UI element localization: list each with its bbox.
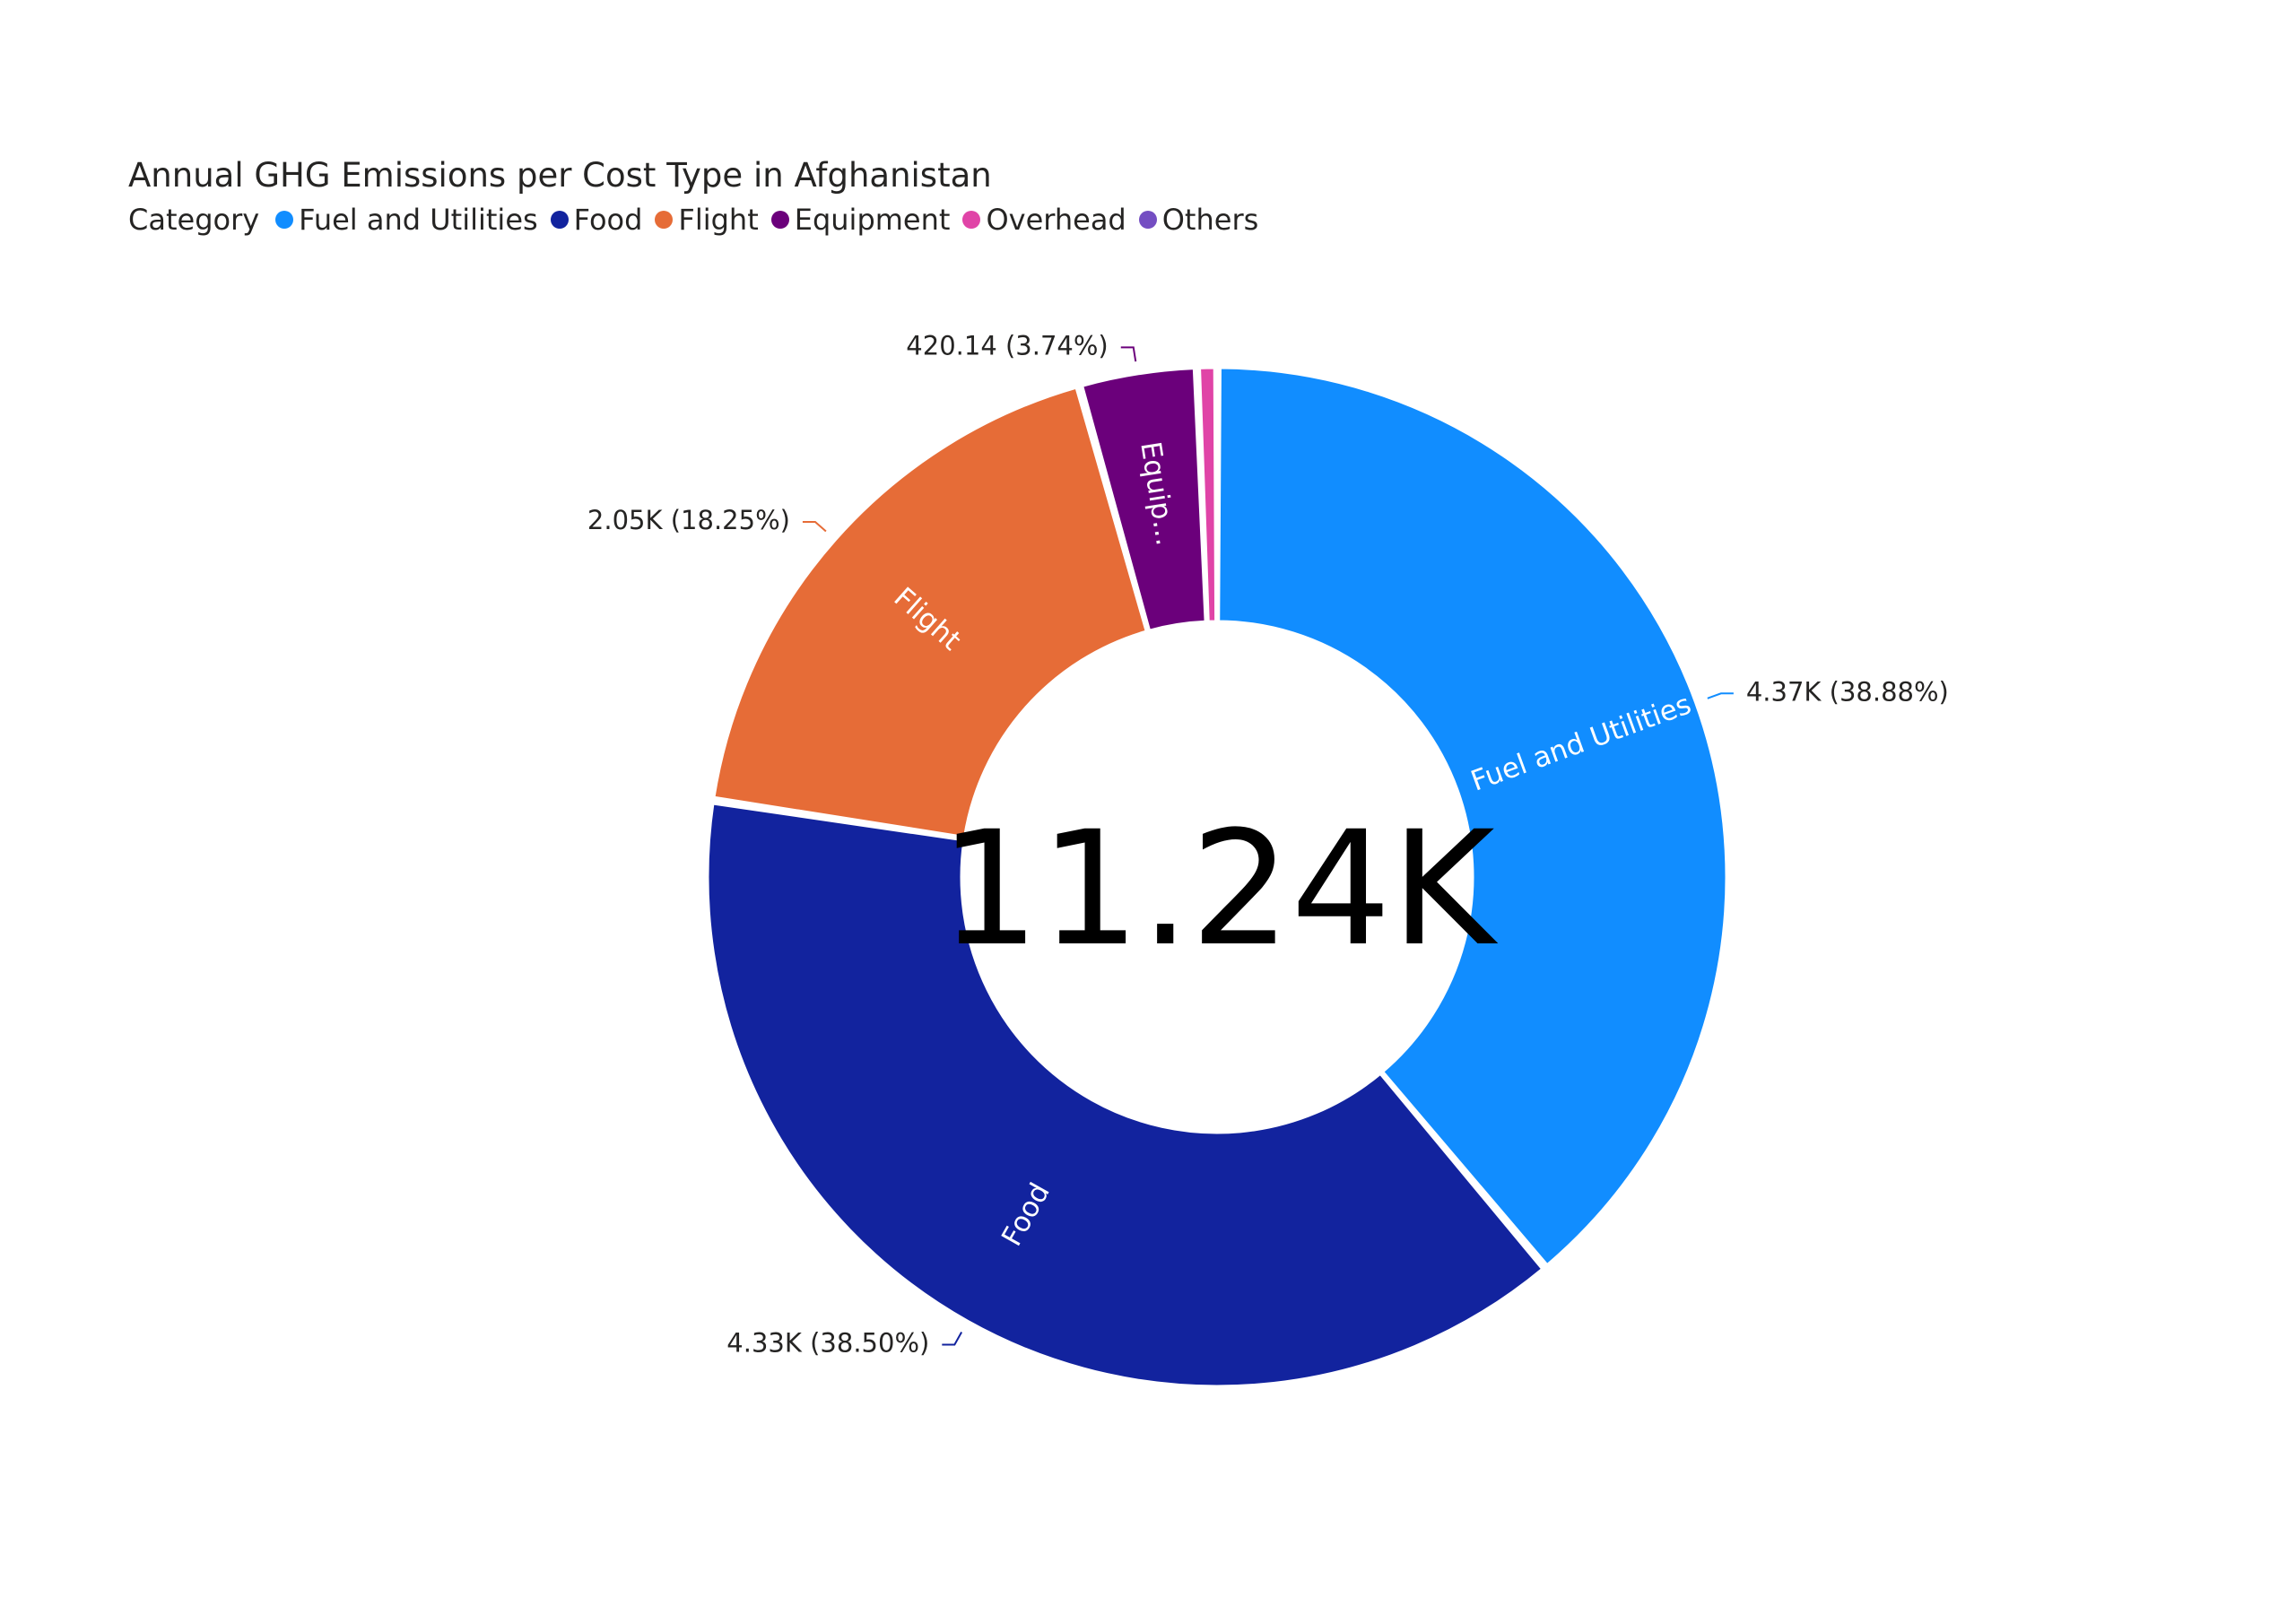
data-label-equipment: 420.14 (3.74%) [906,330,1108,360]
slice-food[interactable] [706,802,1544,1388]
slice-equipment[interactable] [1081,367,1207,632]
slice-flight[interactable] [712,386,1148,838]
legend-marker-overhead [962,211,981,229]
donut-data-labels: 4.37K (38.88%) 4.33K (38.50%) 2.05K (18.25… [587,330,1949,1358]
legend-label-others: Others [1161,203,1259,237]
legend-item-equipment[interactable]: Equipment [770,203,951,237]
leader-line-fuel-and-utilities [1707,692,1734,699]
slice-overhead[interactable] [1198,366,1218,623]
leader-line-equipment [1120,346,1137,362]
legend-item-food[interactable]: Food [550,203,643,237]
data-label-food: 4.33K (38.50%) [726,1327,929,1358]
legend-marker-equipment [770,211,789,229]
leader-line-flight [802,520,827,533]
data-label-fuel-and-utilities: 4.37K (38.88%) [1746,676,1949,707]
legend-label-fuel-and-utilities: Fuel and Utilities [299,203,538,237]
donut-slices [706,366,1728,1388]
legend-label-overhead: Overhead [986,203,1126,237]
legend-label-flight: Flight [678,203,759,237]
slice-fuel-and-utilities[interactable] [1217,366,1728,1267]
donut-leader-lines [802,346,1734,1346]
legend: Category Fuel and Utilities Food Flight … [128,203,1271,237]
leader-line-food [942,1332,963,1346]
legend-item-overhead[interactable]: Overhead [962,203,1126,237]
legend-label-equipment: Equipment [794,203,951,237]
legend-item-fuel-and-utilities[interactable]: Fuel and Utilities [275,203,538,237]
chart-title: Annual GHG Emissions per Cost Type in Af… [128,156,992,195]
data-label-flight: 2.05K (18.25%) [587,505,790,535]
center-total-value: 11.24K [939,797,1499,981]
legend-item-others[interactable]: Others [1138,203,1259,237]
legend-label-food: Food [573,203,643,237]
legend-marker-fuel-and-utilities [275,211,294,229]
legend-marker-others [1138,211,1157,229]
legend-title: Category [128,203,260,237]
legend-marker-flight [655,211,674,229]
legend-marker-food [550,211,569,229]
legend-item-flight[interactable]: Flight [655,203,759,237]
